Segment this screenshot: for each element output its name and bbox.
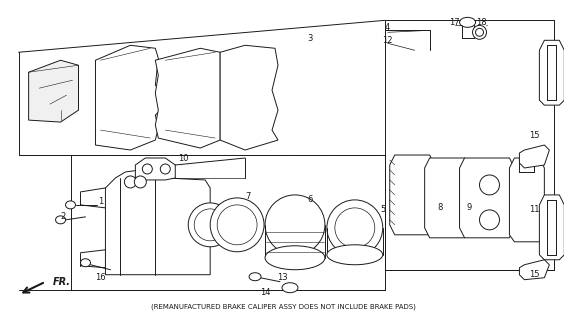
- Text: 17: 17: [449, 18, 460, 27]
- Polygon shape: [459, 158, 519, 238]
- Text: 18: 18: [476, 18, 487, 27]
- Text: 4: 4: [385, 23, 390, 32]
- Polygon shape: [136, 158, 175, 180]
- Ellipse shape: [194, 209, 226, 241]
- Ellipse shape: [459, 17, 476, 27]
- Ellipse shape: [80, 259, 90, 267]
- Polygon shape: [540, 195, 564, 260]
- Polygon shape: [106, 170, 210, 275]
- Text: 13: 13: [277, 273, 288, 282]
- Ellipse shape: [134, 176, 146, 188]
- Polygon shape: [510, 158, 544, 242]
- Ellipse shape: [327, 200, 383, 256]
- Text: 2: 2: [60, 212, 65, 221]
- Text: 1: 1: [98, 197, 103, 206]
- Text: 9: 9: [467, 204, 472, 212]
- Ellipse shape: [480, 175, 499, 195]
- Ellipse shape: [142, 164, 153, 174]
- Text: 10: 10: [178, 154, 189, 163]
- Text: 11: 11: [529, 205, 540, 214]
- Ellipse shape: [188, 203, 232, 247]
- Ellipse shape: [472, 25, 486, 39]
- Text: 15: 15: [529, 131, 540, 140]
- Text: (REMANUFACTURED BRAKE CALIPER ASSY DOES NOT INCLUDE BRAKE PADS): (REMANUFACTURED BRAKE CALIPER ASSY DOES …: [150, 303, 415, 310]
- Ellipse shape: [124, 176, 136, 188]
- Ellipse shape: [265, 246, 325, 270]
- Ellipse shape: [282, 283, 298, 293]
- Ellipse shape: [476, 28, 484, 36]
- Text: 14: 14: [260, 288, 270, 297]
- Text: 16: 16: [95, 273, 106, 282]
- Ellipse shape: [327, 245, 383, 265]
- Polygon shape: [390, 155, 434, 235]
- Ellipse shape: [265, 195, 325, 255]
- Polygon shape: [519, 260, 549, 280]
- Ellipse shape: [55, 216, 66, 224]
- Ellipse shape: [160, 164, 170, 174]
- Text: 8: 8: [437, 204, 442, 212]
- Polygon shape: [29, 60, 79, 122]
- Ellipse shape: [217, 205, 257, 245]
- Text: FR.: FR.: [53, 277, 71, 287]
- Text: 7: 7: [245, 192, 251, 201]
- Polygon shape: [540, 40, 564, 105]
- Ellipse shape: [66, 201, 76, 209]
- Polygon shape: [220, 45, 278, 150]
- Polygon shape: [425, 158, 470, 238]
- Ellipse shape: [249, 273, 261, 281]
- Ellipse shape: [480, 210, 499, 230]
- Polygon shape: [95, 45, 160, 150]
- Text: 6: 6: [307, 196, 312, 204]
- Text: 3: 3: [307, 34, 312, 43]
- Polygon shape: [155, 48, 220, 148]
- Text: 5: 5: [380, 205, 385, 214]
- Ellipse shape: [210, 198, 264, 252]
- Ellipse shape: [335, 208, 375, 248]
- Text: 15: 15: [529, 270, 540, 279]
- Polygon shape: [519, 145, 549, 168]
- Text: 12: 12: [383, 36, 393, 45]
